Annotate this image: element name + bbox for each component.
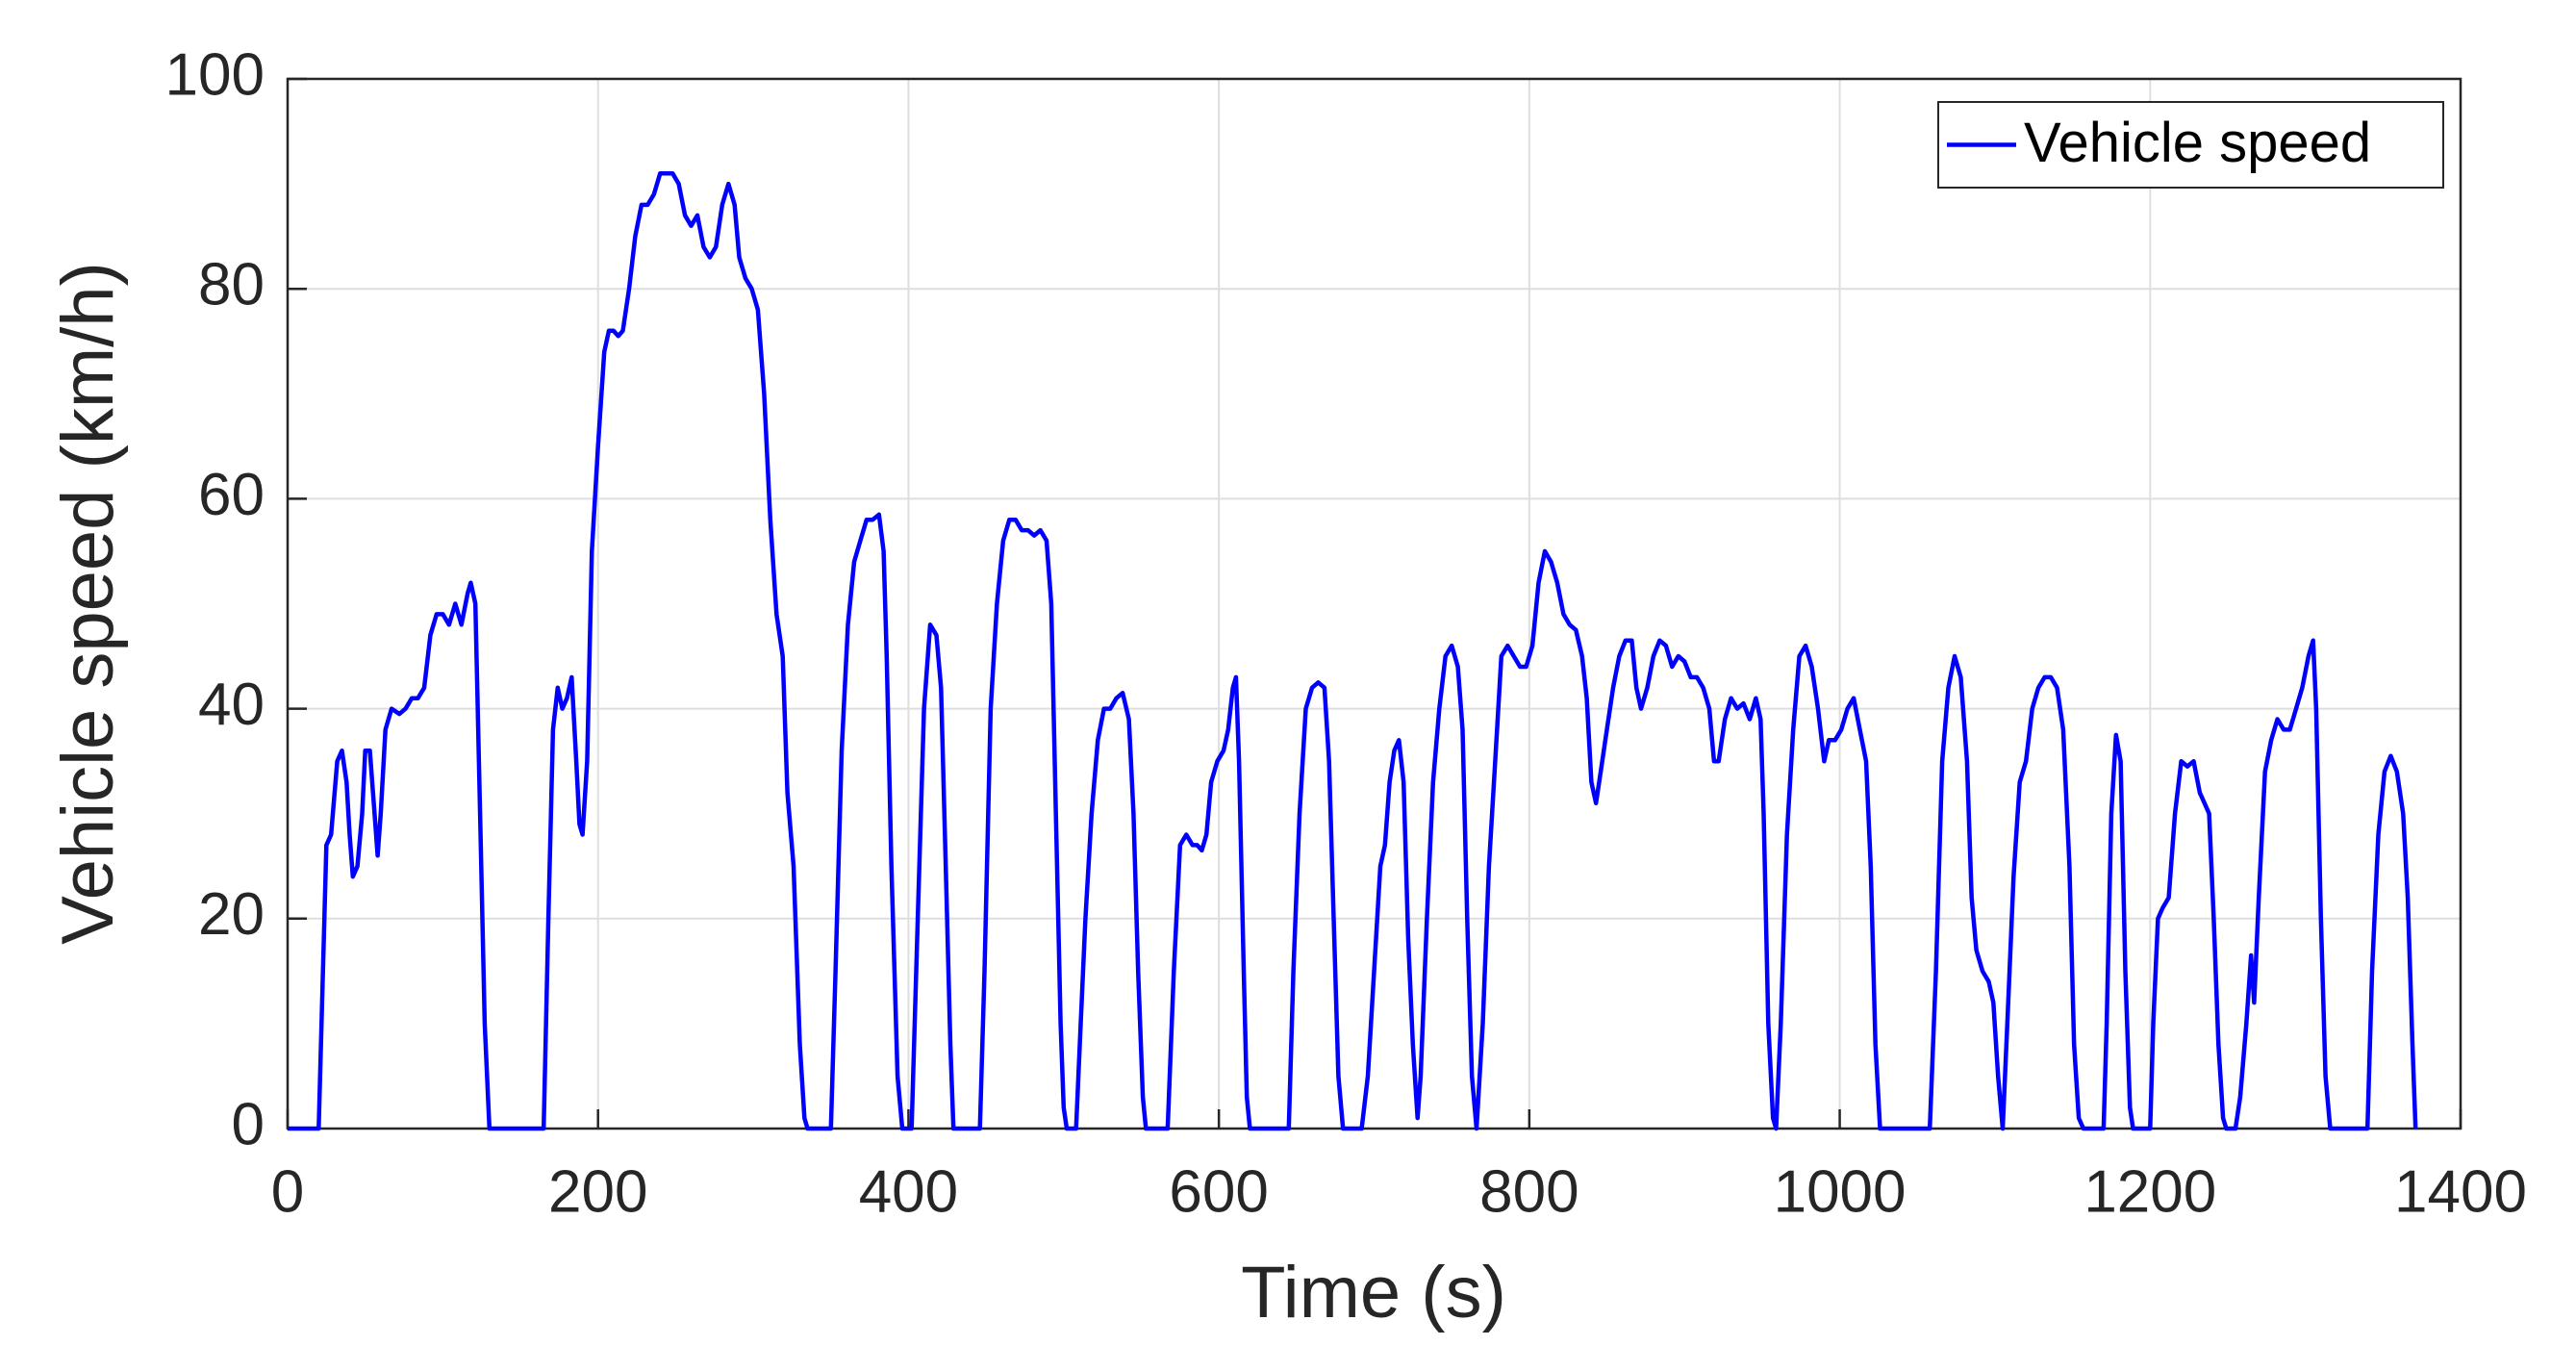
y-tick-label: 60: [198, 462, 265, 528]
x-axis-label: Time (s): [1241, 1252, 1506, 1333]
legend-label: Vehicle speed: [2024, 112, 2371, 174]
legend-box: [1937, 101, 2444, 189]
plot-frame: [286, 77, 2462, 1130]
x-tick-label: 200: [548, 1158, 647, 1225]
x-tick-label: 1000: [1774, 1158, 1907, 1225]
y-tick-label: 20: [198, 881, 265, 948]
x-tick-label: 600: [1169, 1158, 1268, 1225]
x-tick-label: 400: [859, 1158, 958, 1225]
y-axis-label: Vehicle speed (km/h): [47, 262, 129, 945]
y-tick-label: 100: [165, 41, 265, 108]
y-tick-label: 80: [198, 252, 265, 318]
y-tick-label: 0: [232, 1091, 265, 1157]
y-tick-label: 40: [198, 672, 265, 738]
x-tick-label: 1400: [2394, 1158, 2527, 1225]
legend: Vehicle speed: [1937, 101, 2444, 189]
x-tick-label: 0: [271, 1158, 304, 1225]
speed-line: [288, 170, 2418, 1131]
x-tick-label: 1200: [2084, 1158, 2216, 1225]
x-tick-label: 800: [1479, 1158, 1578, 1225]
